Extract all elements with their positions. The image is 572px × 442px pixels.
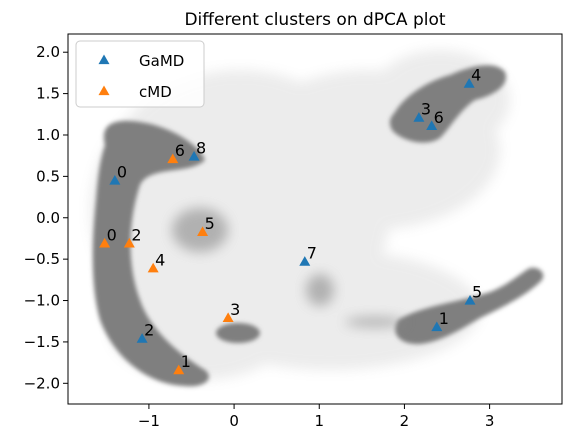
legend-label-cmd: cMD	[139, 83, 172, 101]
gamd-point-label: 1	[439, 309, 449, 328]
x-tick-label: 2	[400, 412, 410, 430]
cmd-point-marker	[147, 262, 159, 273]
gamd-point-label: 5	[472, 283, 482, 302]
cmd-point-marker	[173, 364, 185, 375]
gamd-point-marker	[136, 333, 148, 343]
x-axis: −1 0 1 2 3	[138, 404, 495, 430]
y-tick-label: 1.5	[36, 85, 60, 103]
cmd-point-label: 5	[205, 214, 215, 233]
gamd-point-marker	[413, 112, 425, 122]
gamd-point-label: 3	[421, 100, 431, 119]
plot-frame	[67, 33, 563, 405]
cmd-point-label: 4	[155, 250, 165, 269]
y-tick-label: −1.0	[24, 292, 60, 310]
x-tick-label: 0	[229, 412, 239, 430]
gamd-point-label: 7	[307, 244, 317, 263]
gamd-point-label: 6	[434, 108, 444, 127]
cmd-point-label: 3	[230, 300, 240, 319]
gamd-point-marker	[109, 175, 121, 185]
cmd-point-label: 2	[131, 225, 141, 244]
x-tick-label: 3	[485, 412, 495, 430]
y-tick-label: 0.0	[36, 209, 60, 227]
gamd-point-label: 2	[144, 321, 154, 340]
legend-marker-gamd	[98, 54, 110, 65]
data-points: 0 1 2 3 4 5 6 7 8 0 1 2 3 4 5 6	[99, 66, 482, 375]
density-cloud	[90, 50, 544, 387]
cmd-point-label: 1	[181, 352, 191, 371]
cmd-point-marker	[123, 237, 135, 248]
x-tick-label: −1	[138, 412, 160, 430]
cmd-point-marker	[99, 237, 111, 248]
legend-label-gamd: GaMD	[139, 52, 184, 70]
gamd-point-label: 0	[117, 163, 127, 182]
gamd-point-label: 8	[196, 139, 206, 158]
y-tick-label: −1.5	[24, 333, 60, 351]
cmd-point-marker	[167, 153, 179, 164]
legend: GaMD cMD	[75, 40, 205, 108]
y-tick-label: −2.0	[24, 374, 60, 392]
gamd-point-marker	[299, 256, 311, 266]
gamd-point-marker	[463, 78, 475, 88]
cmd-point-label: 0	[107, 225, 117, 244]
y-tick-label: 2.0	[36, 43, 60, 61]
chart-title: Different clusters on dPCA plot	[184, 10, 445, 30]
x-tick-label: 1	[314, 412, 324, 430]
gamd-point-marker	[464, 295, 476, 305]
gamd-point-marker	[431, 321, 443, 332]
cmd-point-label: 6	[175, 141, 185, 160]
gamd-point-label: 4	[471, 66, 481, 85]
y-tick-label: −0.5	[24, 250, 60, 268]
y-axis: −2.0 −1.5 −1.0 −0.5 0.0 0.5 1.0 1.5 2.0	[24, 43, 68, 392]
gamd-point-marker	[188, 151, 200, 161]
y-tick-label: 0.5	[36, 167, 60, 185]
gamd-point-marker	[426, 120, 438, 131]
y-tick-label: 1.0	[36, 126, 60, 144]
cmd-point-marker	[222, 312, 234, 323]
cmd-point-marker	[197, 226, 209, 236]
legend-marker-cmd	[98, 85, 110, 96]
legend-box	[75, 40, 205, 108]
